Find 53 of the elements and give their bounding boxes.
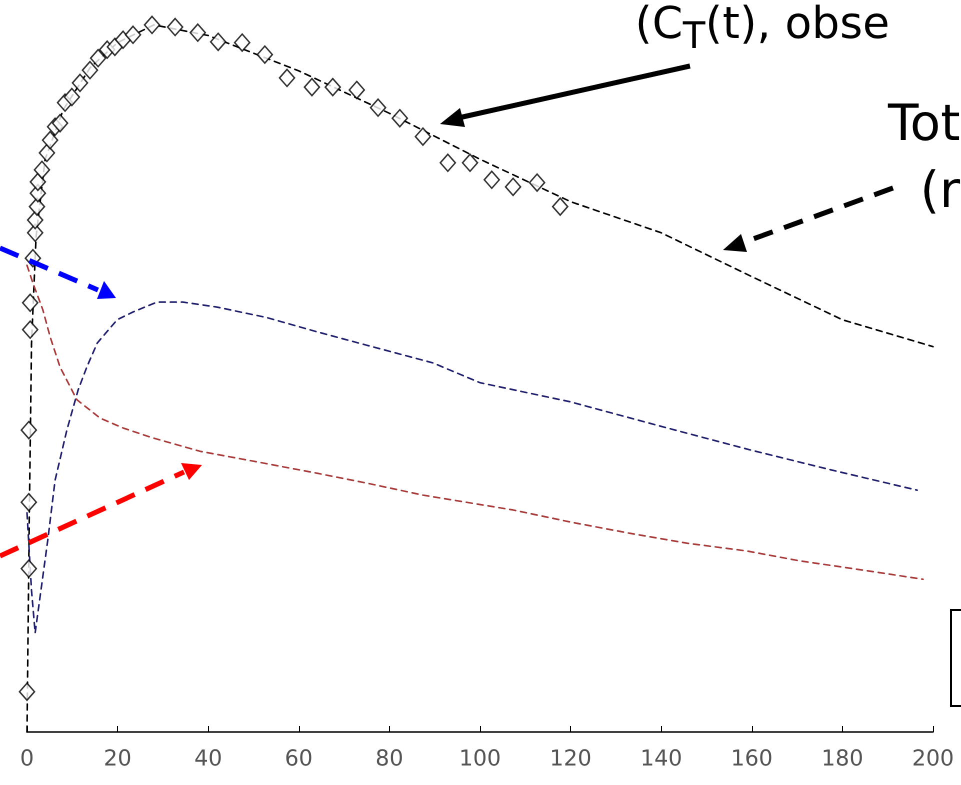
point	[42, 130, 58, 150]
point	[20, 559, 38, 578]
point	[82, 60, 98, 80]
point	[34, 160, 50, 180]
point	[304, 78, 320, 96]
point	[392, 108, 408, 128]
x-tick-label: 180	[821, 746, 864, 772]
x-tick-label: 80	[375, 746, 404, 772]
x-tick-label: 160	[730, 746, 773, 772]
point	[72, 74, 88, 92]
point	[52, 114, 68, 132]
point	[22, 320, 38, 339]
x-tick-label: 120	[550, 746, 592, 772]
point	[462, 154, 478, 172]
annotation: (r	[920, 161, 960, 219]
x-tick-label: 60	[284, 746, 313, 772]
point	[124, 26, 142, 44]
x-tick-label: 0	[20, 746, 34, 772]
point	[64, 88, 80, 106]
point	[440, 154, 456, 172]
point	[114, 30, 132, 49]
point	[28, 197, 46, 216]
point	[256, 45, 274, 64]
annotation: (C$_{T}$(t), obse	[635, 0, 890, 57]
point	[90, 48, 106, 68]
point	[26, 210, 44, 230]
point	[528, 173, 546, 192]
point	[144, 16, 160, 34]
point	[414, 127, 432, 146]
x-tick-label: 200	[912, 746, 954, 772]
point	[190, 23, 206, 42]
point	[26, 224, 44, 242]
point	[20, 420, 38, 440]
point	[484, 170, 500, 190]
x-tick-label: 20	[104, 746, 132, 772]
x-tick-label: 40	[194, 746, 222, 772]
point	[20, 492, 38, 512]
point	[370, 98, 386, 117]
point	[552, 197, 568, 216]
point	[234, 33, 250, 52]
point	[22, 294, 38, 312]
point	[278, 68, 296, 88]
point	[18, 682, 36, 701]
point	[210, 32, 226, 52]
point	[38, 144, 56, 162]
point	[348, 80, 366, 100]
x-tick-label: 140	[640, 746, 682, 772]
point	[324, 78, 342, 96]
point	[504, 178, 522, 196]
point	[166, 18, 184, 36]
annotation: Tot	[888, 94, 960, 152]
x-tick-label: 100	[459, 746, 501, 772]
point	[30, 172, 46, 192]
